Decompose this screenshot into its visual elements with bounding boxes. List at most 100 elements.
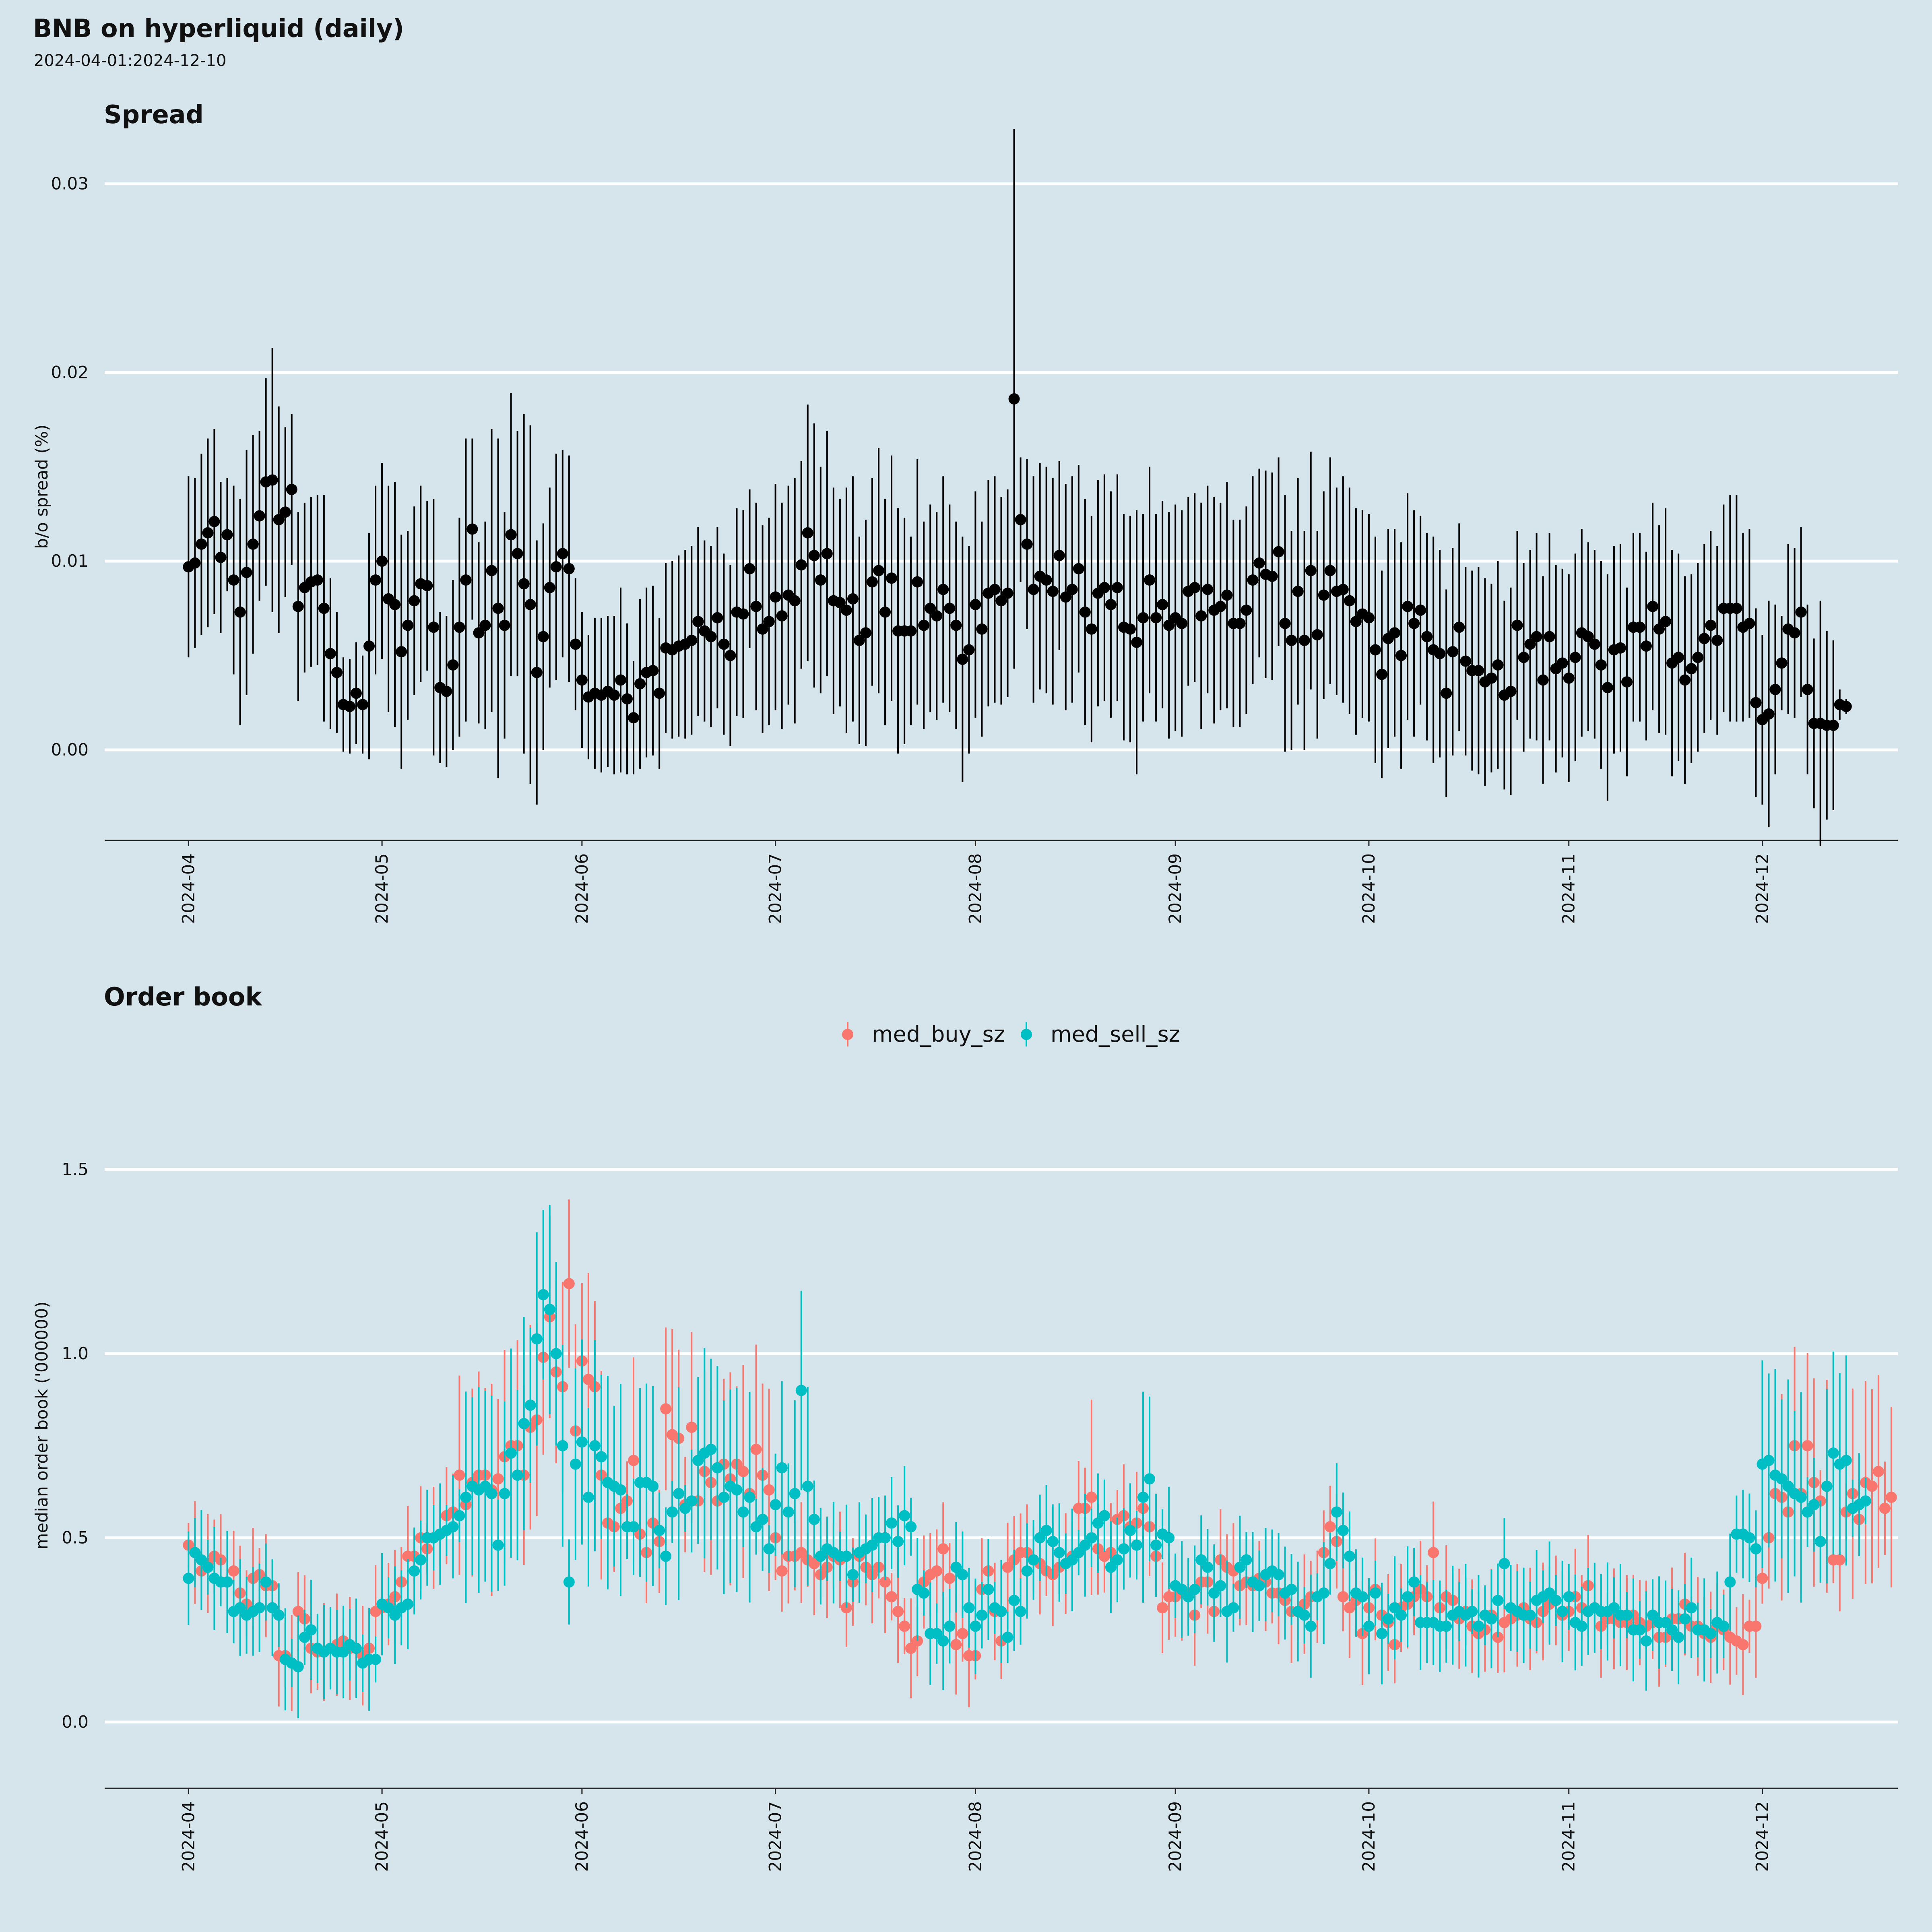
data-point — [1298, 1609, 1310, 1621]
data-point — [1434, 648, 1446, 659]
data-point — [1002, 587, 1013, 599]
data-point — [1344, 1602, 1355, 1614]
data-point — [1150, 612, 1162, 623]
data-point — [292, 1606, 304, 1617]
data-point — [750, 1443, 762, 1455]
data-point — [1273, 546, 1284, 557]
data-point — [1608, 1602, 1620, 1614]
data-point — [918, 619, 930, 631]
data-point — [840, 605, 852, 616]
data-point — [1769, 683, 1781, 695]
data-point — [1195, 1554, 1207, 1566]
data-point — [486, 1488, 497, 1499]
data-point — [1286, 635, 1297, 646]
data-point — [1253, 1580, 1265, 1591]
data-point — [499, 1488, 510, 1499]
data-point — [737, 1466, 749, 1477]
data-point — [1589, 638, 1600, 650]
series-med_sell_sz — [183, 1205, 1871, 1718]
data-point — [1318, 1587, 1329, 1599]
data-point — [557, 1440, 568, 1451]
data-point — [712, 612, 723, 623]
data-point — [1866, 1480, 1878, 1492]
data-point — [1053, 550, 1065, 561]
data-point — [454, 621, 465, 633]
data-point — [550, 1348, 562, 1360]
y-tick-label: 0.00 — [51, 740, 89, 760]
data-point — [995, 595, 1007, 607]
data-point — [931, 610, 943, 622]
data-point — [376, 555, 388, 567]
x-tick-label: 2024-09 — [1165, 853, 1185, 924]
data-point — [189, 1547, 201, 1558]
data-point — [1228, 1602, 1239, 1614]
data-point — [518, 578, 530, 590]
data-point — [1234, 1561, 1246, 1573]
x-tick-label: 2024-08 — [965, 1801, 985, 1872]
data-point — [750, 1521, 762, 1533]
data-point — [737, 1506, 749, 1518]
data-point — [1144, 574, 1156, 586]
data-point — [1008, 1595, 1020, 1606]
x-tick-label: 2024-05 — [372, 1801, 392, 1872]
data-point — [576, 674, 588, 686]
data-point — [441, 685, 452, 697]
data-point — [957, 1569, 968, 1581]
data-point — [654, 1525, 665, 1536]
data-point — [241, 567, 252, 578]
data-point — [983, 1583, 994, 1595]
x-tick-label: 2024-05 — [372, 853, 392, 924]
data-point — [1621, 676, 1633, 688]
data-point — [944, 1620, 956, 1632]
data-point — [647, 665, 659, 677]
data-point — [1086, 1532, 1097, 1544]
data-point — [1015, 514, 1026, 526]
data-point — [221, 1576, 233, 1588]
data-point — [1602, 682, 1613, 694]
data-point — [1253, 557, 1265, 569]
data-point — [1369, 1587, 1381, 1599]
data-point — [1402, 601, 1414, 612]
data-point — [1544, 631, 1555, 642]
data-point — [524, 599, 536, 610]
data-point — [1563, 672, 1575, 684]
data-point — [789, 1488, 801, 1499]
data-point — [1802, 683, 1813, 695]
data-point — [1499, 1558, 1510, 1569]
data-point — [1537, 674, 1549, 686]
data-point — [1660, 616, 1672, 627]
data-point — [234, 1602, 246, 1614]
data-point — [1492, 659, 1504, 671]
data-point — [1531, 631, 1542, 642]
data-point — [1395, 1609, 1407, 1621]
data-point — [544, 1304, 555, 1315]
x-tick-label: 2024-04 — [178, 1801, 198, 1872]
data-point — [679, 1503, 691, 1514]
data-point — [834, 597, 846, 609]
x-tick-label: 2024-12 — [1752, 1801, 1772, 1872]
data-point — [776, 610, 788, 622]
data-point — [582, 1491, 594, 1503]
data-point — [1834, 1554, 1845, 1566]
data-point — [266, 1602, 278, 1614]
data-point — [1273, 1569, 1284, 1581]
data-point — [1002, 1561, 1013, 1573]
data-point — [215, 551, 227, 563]
data-point — [557, 548, 568, 559]
data-point — [1705, 1628, 1717, 1639]
data-point — [1408, 1576, 1420, 1588]
data-point — [879, 1576, 891, 1588]
data-point — [757, 1513, 768, 1525]
data-point — [763, 1543, 775, 1555]
data-point — [492, 603, 504, 614]
data-point — [479, 1480, 491, 1492]
data-point — [1492, 1595, 1504, 1606]
data-point — [1118, 1543, 1129, 1555]
data-point — [660, 1403, 672, 1415]
data-point — [1686, 663, 1697, 675]
legend: med_buy_sz med_sell_sz — [842, 1022, 1180, 1047]
data-point — [1641, 640, 1652, 652]
data-point — [228, 574, 239, 586]
data-point — [344, 701, 355, 712]
data-point — [802, 527, 813, 539]
